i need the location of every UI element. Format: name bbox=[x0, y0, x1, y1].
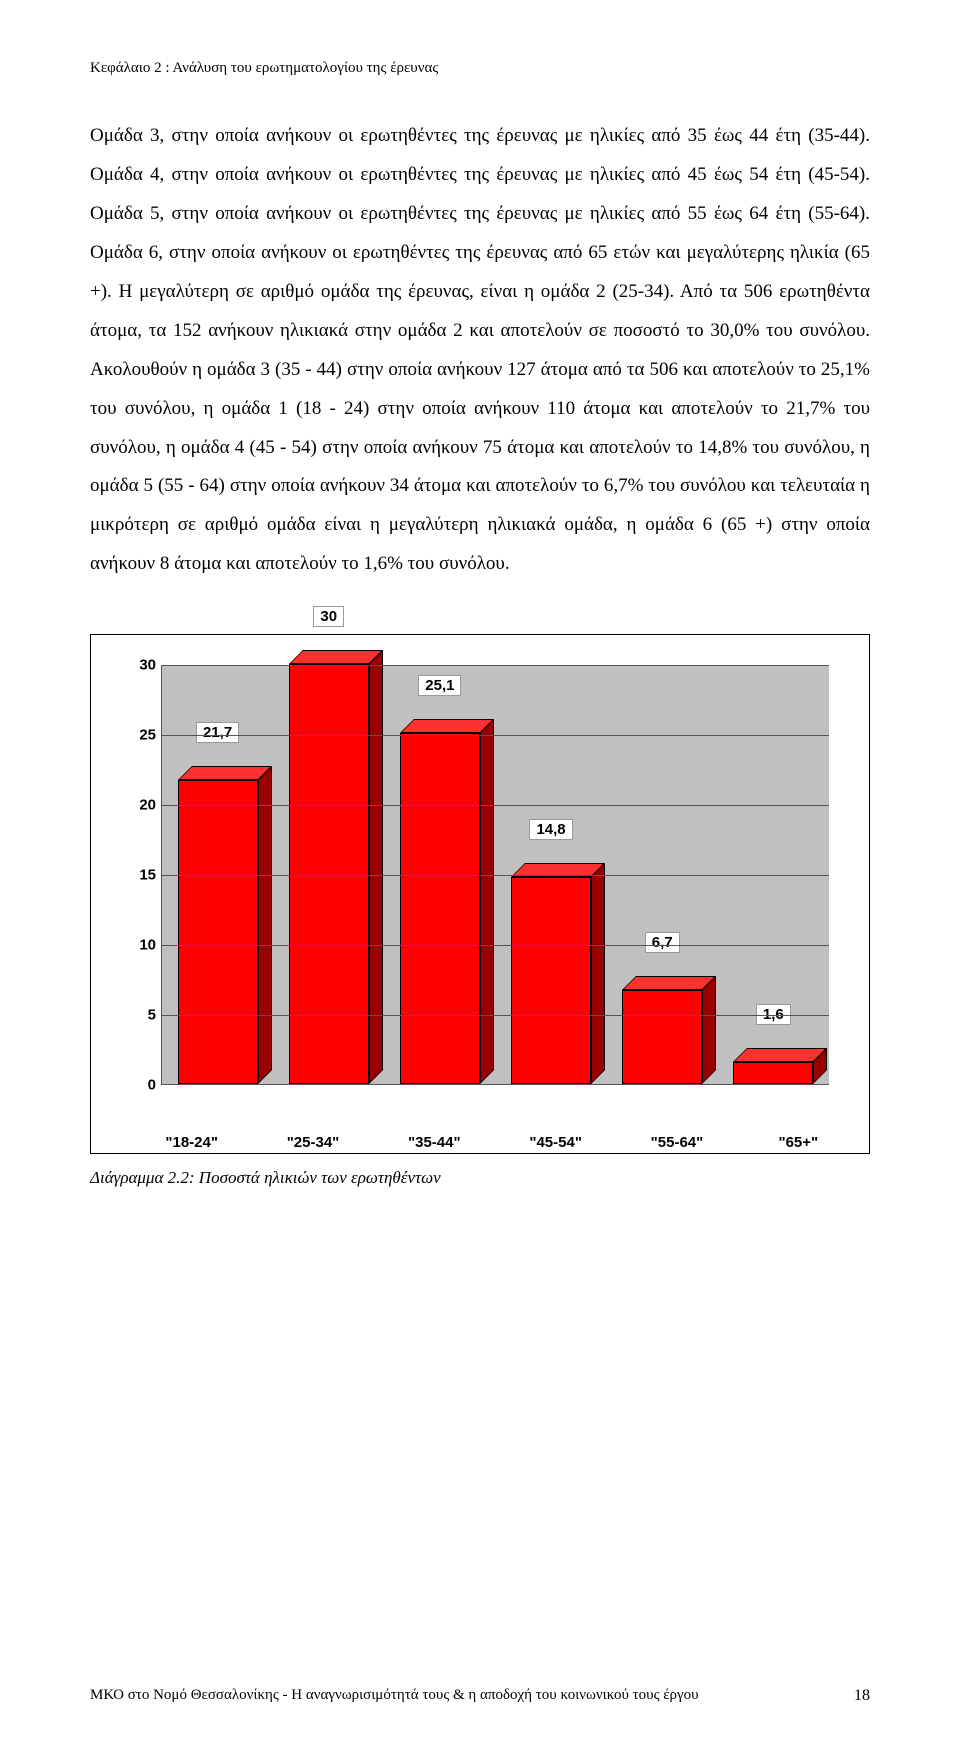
x-tick-label: "55-64" bbox=[631, 1134, 723, 1151]
x-tick-label: "25-34" bbox=[267, 1134, 359, 1151]
bar-front bbox=[511, 877, 591, 1084]
bar-chart-container: 21,73025,114,86,71,6 051015202530 "18-24… bbox=[90, 634, 870, 1154]
chart-caption: Διάγραμμα 2.2: Ποσοστά ηλικιών των ερωτη… bbox=[90, 1168, 870, 1188]
y-tick-label: 10 bbox=[126, 937, 156, 954]
bar-value-label: 21,7 bbox=[196, 722, 239, 743]
gridline bbox=[162, 805, 829, 806]
bar: 21,7 bbox=[172, 780, 264, 1084]
page-number: 18 bbox=[854, 1687, 870, 1705]
y-tick-label: 15 bbox=[126, 867, 156, 884]
bar-value-label: 6,7 bbox=[645, 932, 680, 953]
x-tick-label: "18-24" bbox=[146, 1134, 238, 1151]
bar-side-face bbox=[702, 976, 716, 1084]
body-paragraph: Ομάδα 3, στην οποία ανήκουν οι ερωτηθέντ… bbox=[90, 117, 870, 584]
gridline bbox=[162, 735, 829, 736]
bar: 1,6 bbox=[727, 1062, 819, 1084]
gridline bbox=[162, 875, 829, 876]
y-tick-label: 20 bbox=[126, 797, 156, 814]
gridline bbox=[162, 945, 829, 946]
bar-front bbox=[622, 990, 702, 1084]
bar-top-face bbox=[289, 650, 383, 664]
bar: 30 bbox=[283, 664, 375, 1084]
bar-top-face bbox=[733, 1048, 827, 1062]
y-tick-label: 0 bbox=[126, 1077, 156, 1094]
bar-value-label: 30 bbox=[313, 606, 344, 627]
y-tick-label: 5 bbox=[126, 1007, 156, 1024]
bar-front bbox=[178, 780, 258, 1084]
bar-side-face bbox=[258, 766, 272, 1084]
x-tick-label: "65+" bbox=[752, 1134, 844, 1151]
bar-side-face bbox=[369, 650, 383, 1084]
bar: 14,8 bbox=[505, 877, 597, 1084]
bar-side-face bbox=[591, 863, 605, 1084]
bar-front bbox=[733, 1062, 813, 1084]
chapter-header: Κεφάλαιο 2 : Ανάλυση του ερωτηματολογίου… bbox=[90, 60, 870, 77]
bar: 25,1 bbox=[394, 733, 486, 1084]
bar-top-face bbox=[400, 719, 494, 733]
bar-side-face bbox=[480, 719, 494, 1084]
bar-value-label: 25,1 bbox=[418, 675, 461, 696]
x-tick-label: "35-44" bbox=[388, 1134, 480, 1151]
bar-top-face bbox=[622, 976, 716, 990]
page-footer: ΜΚΟ στο Νομό Θεσσαλονίκης - Η αναγνωρισι… bbox=[90, 1687, 870, 1705]
x-tick-label: "45-54" bbox=[510, 1134, 602, 1151]
bar-value-label: 14,8 bbox=[529, 819, 572, 840]
bar-front bbox=[289, 664, 369, 1084]
gridline bbox=[162, 665, 829, 666]
x-axis-labels: "18-24" "25-34" "35-44" "45-54" "55-64" "65+" bbox=[131, 1134, 859, 1151]
chart-plot-area: 21,73025,114,86,71,6 051015202530 bbox=[161, 665, 829, 1085]
y-tick-label: 25 bbox=[126, 727, 156, 744]
footer-text: ΜΚΟ στο Νομό Θεσσαλονίκης - Η αναγνωρισι… bbox=[90, 1687, 699, 1705]
y-tick-label: 30 bbox=[126, 657, 156, 674]
gridline bbox=[162, 1015, 829, 1016]
bar-top-face bbox=[178, 766, 272, 780]
bar-front bbox=[400, 733, 480, 1084]
bar: 6,7 bbox=[616, 990, 708, 1084]
